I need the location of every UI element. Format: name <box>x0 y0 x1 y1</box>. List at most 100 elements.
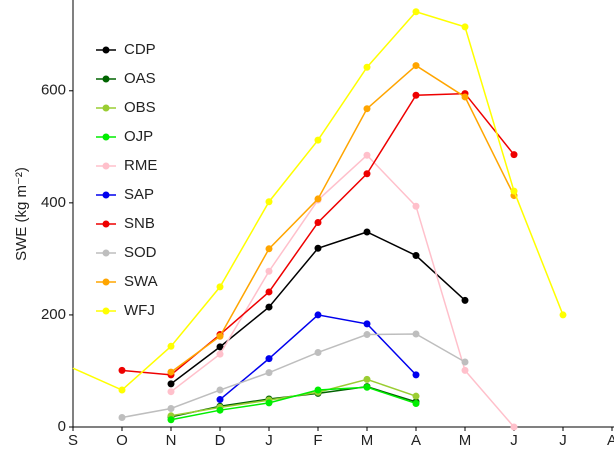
legend-label: WFJ <box>124 302 155 319</box>
data-point <box>363 170 371 178</box>
data-point <box>412 62 420 70</box>
legend-marker <box>102 133 110 141</box>
series-line <box>121 333 466 419</box>
data-point <box>510 187 518 195</box>
legend-label: SNB <box>124 215 155 232</box>
data-point <box>216 386 224 394</box>
data-point <box>363 375 371 383</box>
data-point <box>265 369 273 377</box>
x-tick-label: M <box>361 432 374 449</box>
data-point <box>314 218 322 226</box>
legend-label: CDP <box>124 41 156 58</box>
data-point <box>216 283 224 291</box>
data-point <box>412 252 420 260</box>
data-point <box>461 296 469 304</box>
series-line <box>170 231 466 385</box>
legend-marker <box>102 162 110 170</box>
data-point <box>314 136 322 144</box>
data-point <box>461 93 469 101</box>
data-point <box>265 288 273 296</box>
legend-label: OAS <box>124 70 156 87</box>
data-point <box>363 383 371 391</box>
legend-marker <box>102 104 110 112</box>
y-axis-label: SWE (kg m⁻²) <box>13 167 30 261</box>
legend-label: OBS <box>124 99 156 116</box>
y-tick-label: 0 <box>58 418 66 435</box>
data-point <box>314 386 322 394</box>
x-tick-label: D <box>215 432 226 449</box>
data-point <box>216 396 224 404</box>
x-tick-label: J <box>265 432 273 449</box>
data-point <box>167 405 175 413</box>
data-point <box>216 406 224 414</box>
data-point <box>167 416 175 424</box>
data-point <box>363 151 371 159</box>
data-point <box>363 320 371 328</box>
data-point <box>118 366 126 374</box>
data-point <box>265 355 273 363</box>
data-point <box>412 392 420 400</box>
data-point <box>216 332 224 340</box>
data-point <box>314 244 322 252</box>
x-tick-label: J <box>559 432 567 449</box>
data-point <box>265 399 273 407</box>
data-point <box>510 151 518 159</box>
x-tick-label: S <box>68 432 78 449</box>
series-line <box>170 378 417 417</box>
data-point <box>265 245 273 253</box>
series-line <box>170 64 515 373</box>
data-point <box>265 303 273 311</box>
data-point <box>167 388 175 396</box>
data-point <box>216 343 224 351</box>
data-point <box>412 91 420 99</box>
data-point <box>363 331 371 339</box>
data-point <box>314 195 322 203</box>
x-tick-label: M <box>459 432 472 449</box>
legend-label: SOD <box>124 244 157 261</box>
legend-label: SAP <box>124 186 154 203</box>
data-point <box>167 380 175 388</box>
y-tick-label: 200 <box>41 306 66 323</box>
data-point <box>265 267 273 275</box>
x-tick-label: A <box>607 432 614 449</box>
data-point <box>412 202 420 210</box>
data-point <box>265 198 273 206</box>
x-tick-label: J <box>510 432 518 449</box>
data-point <box>412 371 420 379</box>
data-point <box>363 228 371 236</box>
data-point <box>510 423 518 431</box>
legend-marker <box>102 220 110 228</box>
legend-label: SWA <box>124 273 158 290</box>
data-point <box>363 63 371 71</box>
data-point <box>559 311 567 319</box>
data-point <box>216 350 224 358</box>
legend-marker <box>102 249 110 257</box>
data-point <box>314 348 322 356</box>
data-point <box>461 358 469 366</box>
data-point <box>118 386 126 394</box>
legend-marker <box>102 75 110 83</box>
legend-marker <box>102 278 110 286</box>
y-tick-label: 600 <box>41 82 66 99</box>
data-point <box>363 105 371 113</box>
data-point <box>167 342 175 350</box>
x-tick-label: F <box>313 432 322 449</box>
data-point <box>461 23 469 31</box>
data-point <box>412 330 420 338</box>
x-tick-label: N <box>166 432 177 449</box>
data-point <box>412 8 420 16</box>
data-point <box>118 413 126 421</box>
legend-label: OJP <box>124 128 153 145</box>
legend-label: RME <box>124 157 157 174</box>
x-tick-label: O <box>116 432 128 449</box>
data-point <box>314 311 322 319</box>
x-tick-label: A <box>411 432 421 449</box>
legend-marker <box>102 307 110 315</box>
data-point <box>167 368 175 376</box>
series-line <box>170 154 515 428</box>
legend-marker <box>102 191 110 199</box>
series-line <box>121 92 515 376</box>
y-tick-label: 400 <box>41 194 66 211</box>
data-point <box>461 366 469 374</box>
